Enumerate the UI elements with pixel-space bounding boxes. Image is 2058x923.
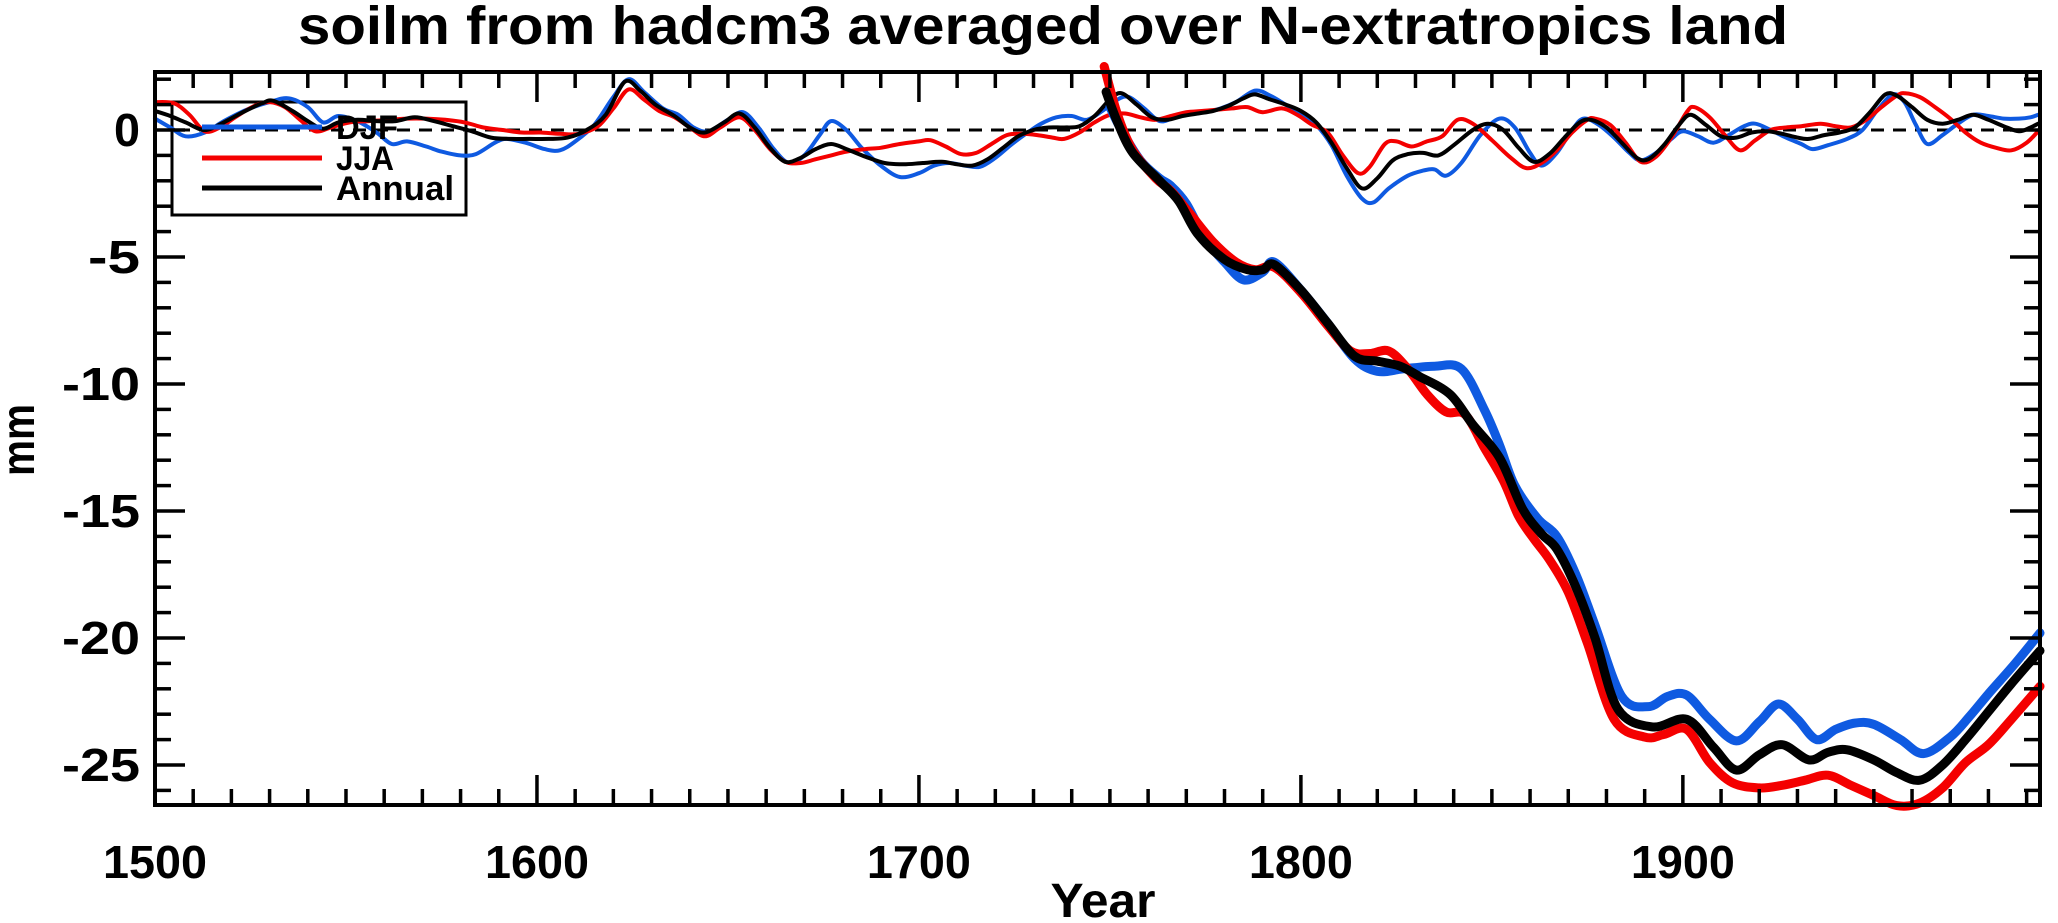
y-tick-label--20: -20	[62, 612, 140, 664]
legend-label-annual: Annual	[336, 170, 454, 208]
series-line-annual-control	[153, 78, 2041, 191]
legend-label-jja: JJA	[336, 140, 394, 178]
x-tick-label-1900: 1900	[1631, 836, 1735, 888]
series-line-jja-control	[153, 87, 2041, 176]
legend-label-djf: DJF	[336, 109, 398, 147]
x-tick-label-1500: 1500	[103, 836, 207, 888]
x-tick-label-1800: 1800	[1249, 836, 1353, 888]
x-axis-label: Year	[1051, 875, 1156, 923]
plot-frame	[153, 70, 2042, 807]
y-tick-label--10: -10	[62, 358, 140, 410]
series-line-djf-forced	[1105, 102, 2045, 759]
x-tick-label-1600: 1600	[485, 836, 589, 888]
chart-title: soilm from hadcm3 averaged over N-extrat…	[298, 0, 1788, 56]
series-line-jja-forced	[1099, 62, 2045, 811]
y-tick-label--25: -25	[62, 739, 140, 791]
x-tick-label-1700: 1700	[867, 836, 971, 888]
y-tick-label--15: -15	[62, 485, 140, 537]
chart-generated-layer: 1500 1600 1700 1800 1900 0 -5 -10 -15 -20 -25 DJFJJ…	[62, 62, 2045, 888]
y-tick-label--5: -5	[88, 231, 140, 283]
y-tick-label-0: 0	[114, 104, 140, 156]
y-axis-label: mm	[0, 404, 44, 476]
series-line-annual-forced	[1101, 87, 2045, 785]
legend-box	[170, 100, 468, 217]
